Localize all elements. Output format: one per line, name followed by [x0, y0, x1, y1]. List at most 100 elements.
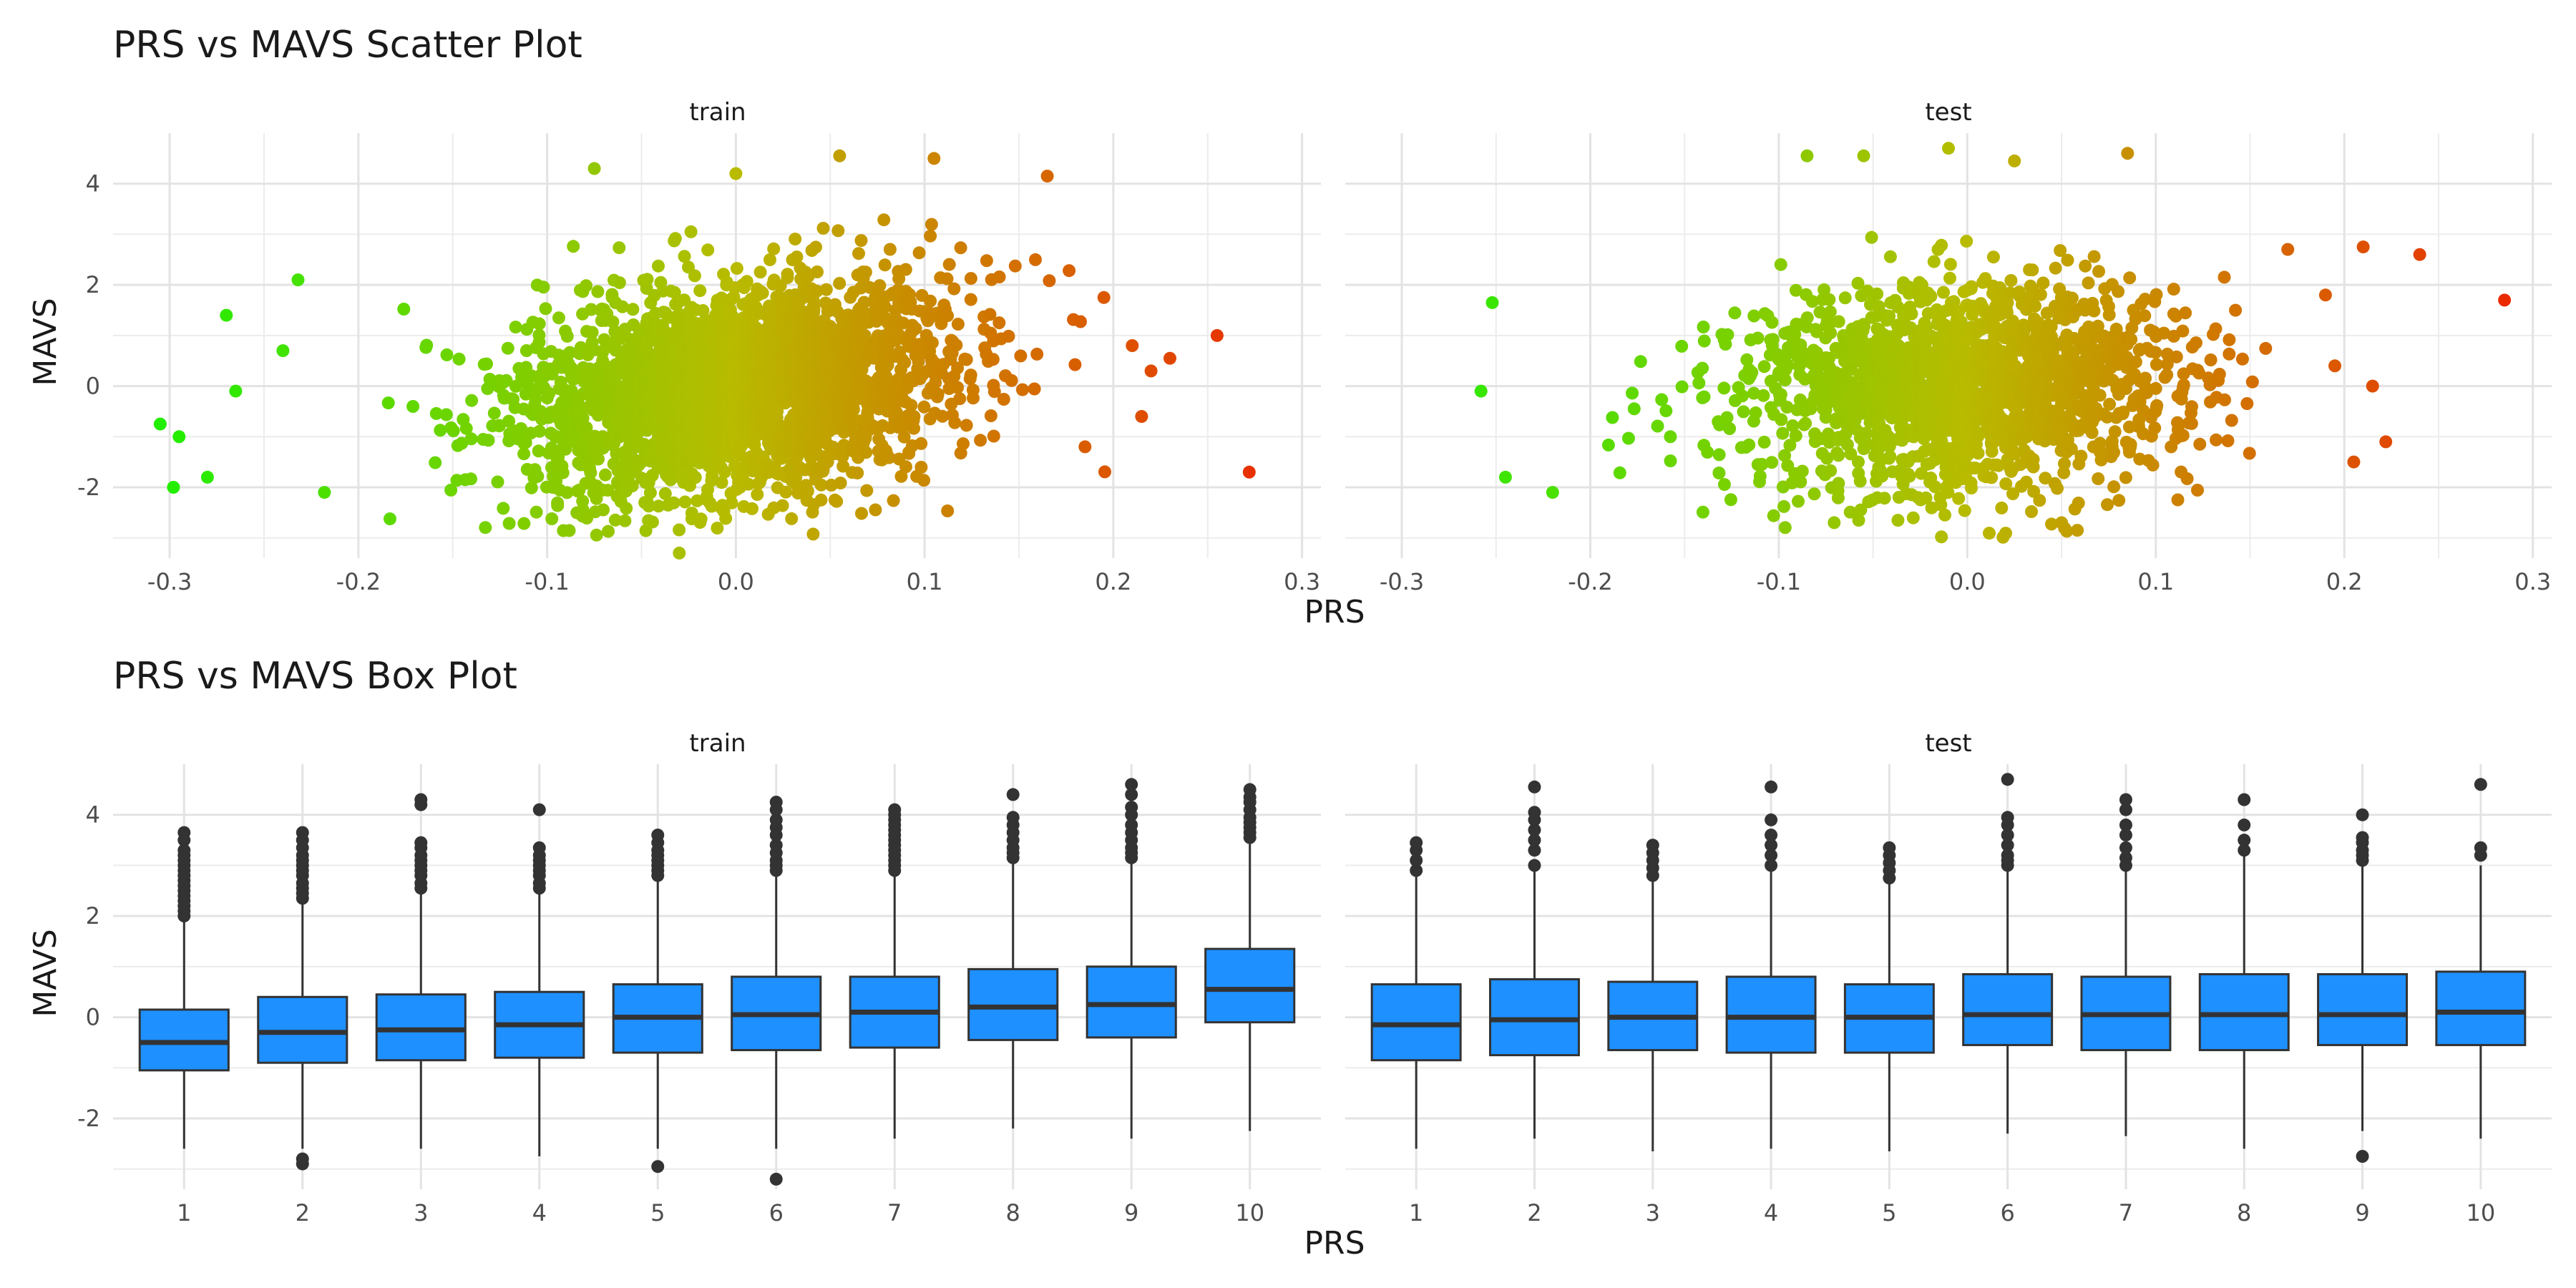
box-outlier: [1006, 811, 1020, 824]
box-outlier: [651, 1160, 665, 1174]
scatter-point: [852, 247, 865, 260]
scatter-point: [1828, 516, 1841, 530]
scatter-point: [1767, 509, 1780, 522]
scatter-point: [1696, 361, 1709, 375]
scatter-point: [602, 525, 615, 538]
scatter-point: [276, 344, 290, 358]
scatter-point: [673, 546, 686, 560]
scatter-point: [1742, 438, 1756, 452]
scatter-point: [810, 284, 824, 298]
box-outlier: [1125, 788, 1138, 801]
box-group: [138, 826, 230, 1149]
scatter-point: [948, 416, 962, 429]
scatter-point: [429, 456, 442, 469]
scatter-point: [831, 224, 845, 238]
scatter-point: [618, 514, 632, 527]
scatter-point: [936, 409, 950, 423]
scatter-point: [1788, 328, 1802, 341]
scatter-point: [1626, 386, 1639, 400]
scatter-point: [608, 513, 622, 527]
scatter-point: [1783, 439, 1797, 452]
scatter-point: [753, 265, 767, 279]
scatter-point: [1781, 358, 1795, 372]
scatter-points: [153, 142, 2512, 560]
scatter-point: [1621, 431, 1635, 445]
scatter-point: [591, 285, 605, 298]
box-outlier: [2119, 793, 2132, 806]
scatter-point: [1778, 521, 1792, 535]
scatter-point: [2176, 324, 2190, 338]
scatter-point: [1753, 469, 1767, 483]
scatter-point: [229, 384, 243, 398]
scatter-point: [645, 515, 659, 529]
box-outlier: [1646, 839, 1659, 852]
scatter-point: [1735, 389, 1749, 403]
scatter-point: [1068, 358, 1082, 371]
scatter-point: [1210, 328, 1224, 342]
box-outlier: [1410, 864, 1423, 877]
scatter-point: [756, 286, 769, 300]
scatter-point: [625, 479, 639, 493]
box-group: [1607, 839, 1699, 1151]
scatter-point: [517, 517, 531, 530]
scatter-point: [1831, 491, 1845, 504]
box-rect: [2435, 970, 2527, 1046]
scatter-point: [763, 253, 776, 266]
scatter-point: [1126, 339, 1139, 352]
scatter-point: [551, 499, 565, 512]
scatter-point: [2092, 265, 2105, 278]
scatter-x-tick-label: -0.2: [336, 568, 381, 595]
scatter-point: [1983, 527, 1996, 540]
scatter-point: [552, 311, 565, 325]
scatter-point: [1786, 419, 1800, 432]
scatter-point: [719, 512, 733, 525]
scatter-point: [1765, 456, 1779, 469]
scatter-point: [701, 243, 715, 257]
scatter-point: [1737, 405, 1750, 419]
scatter-point: [532, 444, 545, 458]
scatter-point: [1692, 376, 1706, 390]
scatter-x-tick-label: -0.3: [147, 568, 192, 595]
box-outlier: [1125, 818, 1138, 831]
scatter-point: [200, 470, 214, 484]
scatter-point: [2124, 333, 2138, 346]
scatter-point: [1029, 253, 1042, 266]
scatter-point: [1954, 315, 1968, 328]
scatter-point: [715, 476, 728, 489]
scatter-x-tick-label: 0.1: [2137, 568, 2174, 595]
scatter-point: [2102, 308, 2116, 321]
scatter-point: [2019, 475, 2033, 489]
scatter-point: [2072, 497, 2085, 509]
scatter-point: [980, 254, 993, 268]
scatter-point: [613, 241, 626, 255]
scatter-point: [1823, 293, 1836, 306]
scatter-point: [1601, 438, 1615, 452]
scatter-point: [2167, 283, 2180, 296]
scatter-point: [585, 326, 599, 339]
scatter-point: [1991, 459, 2005, 472]
scatter-point: [954, 241, 967, 255]
scatter-point: [2204, 353, 2218, 366]
scatter-point: [678, 495, 692, 509]
scatter-point: [2221, 434, 2235, 447]
scatter-point: [1720, 411, 1734, 424]
scatter-point: [751, 488, 764, 501]
box-outlier: [1243, 783, 1257, 796]
scatter-point: [785, 512, 799, 525]
box-outlier: [414, 793, 428, 806]
scatter-point: [1498, 470, 1512, 484]
scatter-point: [2146, 458, 2160, 472]
scatter-point: [899, 460, 912, 474]
scatter-point: [2210, 433, 2223, 447]
scatter-point: [1952, 492, 1966, 505]
scatter-point: [1935, 238, 1948, 252]
scatter-point: [567, 240, 580, 253]
scatter-point: [1002, 329, 1015, 343]
box-y-axis-label: MAVS: [27, 929, 64, 1017]
scatter-point: [1832, 449, 1845, 462]
scatter-point: [1994, 282, 2007, 296]
scatter-point: [1941, 486, 1955, 499]
scatter-point: [685, 507, 698, 519]
scatter-point: [696, 304, 710, 317]
